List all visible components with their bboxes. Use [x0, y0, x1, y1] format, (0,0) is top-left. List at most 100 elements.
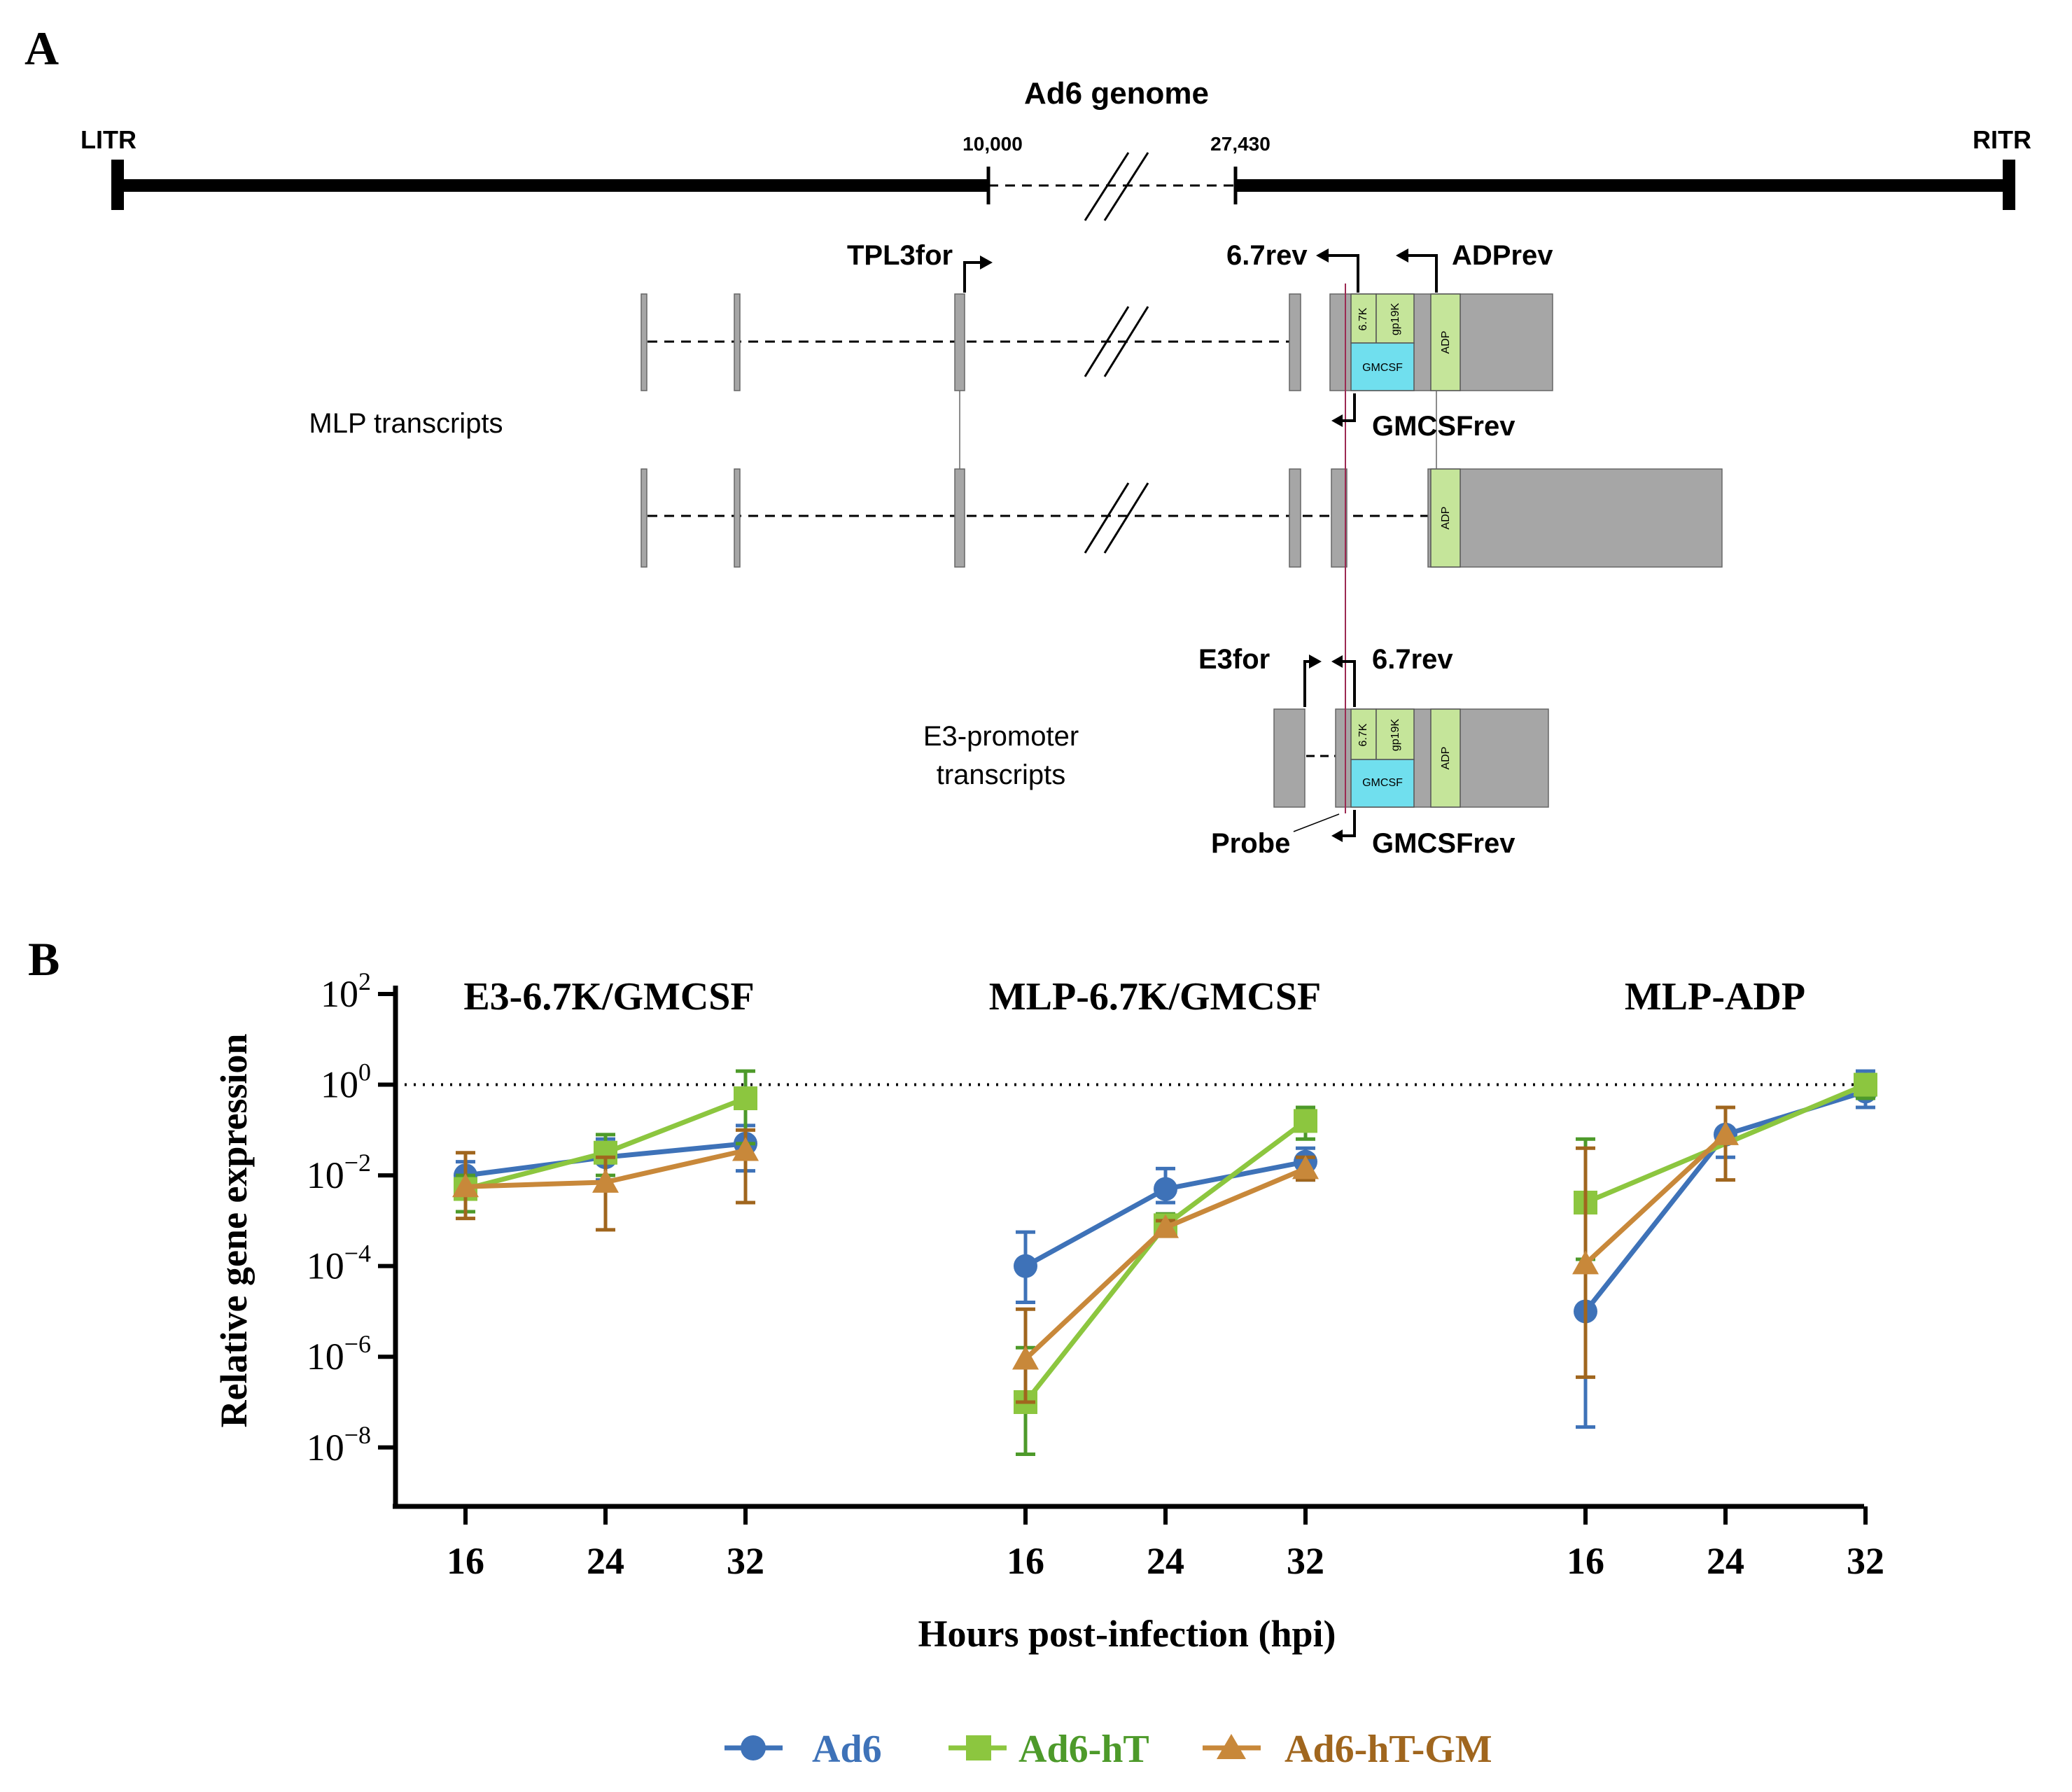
x-tick-label: 16	[1007, 1540, 1044, 1582]
error-bar-ad6-ht-gm-e3-6-7k-gmcsf	[596, 1155, 615, 1232]
e3for-arrow	[1303, 660, 1310, 707]
break-mark	[1084, 482, 1149, 554]
gmcsfrev-arrow-e3	[1343, 810, 1356, 837]
legend-item-ad6-ht: Ad6-hT	[948, 1728, 1149, 1771]
gene-gp19k	[1376, 708, 1415, 760]
x-tick-label: 24	[587, 1540, 624, 1582]
panel-a-label: A	[24, 22, 59, 75]
gmcsfrev-arrow	[1343, 393, 1356, 422]
svg-text:gp19K: gp19K	[1390, 719, 1401, 752]
series-line-ad6-ht-mlp-6-7k-gmcsf	[1023, 1119, 1308, 1404]
tpl3for-arrow	[963, 261, 981, 293]
point-ad6-ht-e3-6-7k-gmcsf-32	[734, 1086, 757, 1110]
probe-leader	[1293, 813, 1340, 832]
e3-transcript: 6.7K gp19K GMCSF ADP	[1273, 708, 1549, 808]
point-ad6-ht-gm-mlp-adp-16	[1572, 1250, 1599, 1275]
svg-text:GMCSF: GMCSF	[1362, 362, 1403, 374]
group-title-mlp-6-7k-gmcsf: MLP-6.7K/GMCSF	[989, 975, 1321, 1018]
x-tick-label: 16	[1567, 1540, 1604, 1582]
legend-item-ad6: Ad6	[724, 1728, 882, 1771]
y-tick-label: 100	[321, 1058, 371, 1106]
gene-adp	[1430, 468, 1461, 568]
group-title-e3-6-7k-gmcsf: E3-6.7K/GMCSF	[463, 975, 754, 1018]
mlp-transcript-1: 6.7K gp19K GMCSF ADP	[640, 293, 1553, 391]
mlp-group-label: MLP transcripts	[309, 408, 503, 439]
litr-label: LITR	[80, 125, 136, 154]
point-ad6-ht-gm-mlp-6-7k-gmcsf-32	[1292, 1155, 1319, 1180]
x-axis-label: Hours post-infection (hpi)	[918, 1613, 1336, 1655]
y-ticks: 102 100 10−2 10−4 10−6 10−8	[307, 967, 396, 1469]
svg-text:ADP: ADP	[1440, 331, 1452, 354]
panel-b-label: B	[28, 932, 59, 986]
y-axis-label: Relative gene expression	[213, 1034, 255, 1428]
y-tick-label: 10−8	[307, 1421, 371, 1469]
x-tick-label: 32	[727, 1540, 764, 1582]
gene-adp	[1430, 708, 1461, 808]
legend-label-ad6-ht: Ad6-hT	[1018, 1728, 1149, 1771]
point-ad6-ht-mlp-6-7k-gmcsf-32	[1294, 1109, 1317, 1133]
rev67-label: 6.7rev	[1226, 240, 1308, 271]
point-ad6-ht-gm-mlp-6-7k-gmcsf-24	[1152, 1214, 1179, 1238]
legend-marker-ad6	[741, 1735, 766, 1760]
legend-item-ad6-ht-gm: Ad6-hT-GM	[1203, 1728, 1492, 1771]
rev67-arrow	[1329, 254, 1359, 293]
legend-label-ad6: Ad6	[812, 1728, 882, 1771]
rev67-arrow-e3	[1343, 660, 1356, 707]
svg-text:GMCSF: GMCSF	[1362, 777, 1403, 789]
y-tick-label: 102	[321, 967, 371, 1015]
panel-a: A Ad6 genome LITR RITR 10,000 27,430	[24, 22, 2031, 859]
rev67-label-e3: 6.7rev	[1372, 644, 1453, 675]
break-mark	[1084, 306, 1149, 377]
group-title-mlp-adp: MLP-ADP	[1625, 975, 1805, 1018]
e3-group-label-2: transcripts	[937, 760, 1066, 790]
x-tick-label: 16	[447, 1540, 484, 1582]
y-tick-label: 10−4	[307, 1240, 371, 1287]
x-tick-label: 24	[1707, 1540, 1744, 1582]
svg-text:6.7K: 6.7K	[1357, 723, 1369, 746]
series-line-ad6-ht-gm-mlp-adp	[1583, 1133, 1728, 1266]
ritr-label: RITR	[1973, 125, 2031, 154]
point-ad6-ht-mlp-adp-32	[1854, 1072, 1877, 1097]
adprev-arrow	[1408, 254, 1438, 293]
point-ad6-ht-gm-e3-6-7k-gmcsf-16	[452, 1173, 479, 1198]
group-titles: E3-6.7K/GMCSF MLP-6.7K/GMCSF MLP-ADP	[463, 975, 1805, 1018]
mlp-transcript-2: ADP	[640, 468, 1723, 568]
svg-text:ADP: ADP	[1440, 747, 1452, 770]
x-tick-label: 24	[1147, 1540, 1184, 1582]
adprev-label: ADPrev	[1452, 240, 1553, 271]
x-tick-label: 32	[1847, 1540, 1884, 1582]
break-mark	[1084, 152, 1149, 221]
legend-marker-ad6-ht	[966, 1735, 991, 1760]
svg-text:ADP: ADP	[1440, 507, 1452, 530]
svg-text:6.7K: 6.7K	[1357, 307, 1369, 330]
gene-67k	[1350, 708, 1377, 760]
legend: Ad6 Ad6-hT Ad6-hT-GM	[724, 1728, 1492, 1771]
point-ad6-ht-gm-e3-6-7k-gmcsf-32	[732, 1137, 759, 1161]
point-ad6-mlp-6-7k-gmcsf-24	[1154, 1177, 1177, 1201]
point-ad6-ht-gm-e3-6-7k-gmcsf-24	[592, 1168, 619, 1193]
e3for-label: E3for	[1198, 644, 1270, 675]
legend-label-ad6-ht-gm: Ad6-hT-GM	[1284, 1728, 1492, 1771]
y-tick-label: 10−6	[307, 1330, 371, 1378]
x-ticks: 16 24 32 16 24 32 16 24 32	[447, 1506, 1884, 1582]
gene-adp	[1430, 293, 1461, 391]
gmcsfrev-label-e3: GMCSFrev	[1372, 828, 1516, 859]
panel-b: B Relative gene expression Hours post-in…	[28, 932, 1884, 1771]
x-tick-label: 32	[1287, 1540, 1324, 1582]
genome-title: Ad6 genome	[1024, 76, 1209, 111]
tpl3for-label: TPL3for	[847, 240, 953, 271]
gene-gmcsf	[1350, 759, 1415, 808]
point-ad6-mlp-6-7k-gmcsf-16	[1014, 1254, 1037, 1278]
legend-marker-ad6-ht-gm	[1217, 1734, 1246, 1759]
svg-text:gp19K: gp19K	[1390, 303, 1401, 336]
probe-label: Probe	[1211, 828, 1290, 859]
pos-left-label: 10,000	[962, 133, 1023, 155]
point-ad6-ht-gm-mlp-adp-24	[1712, 1121, 1739, 1145]
pos-right-label: 27,430	[1210, 133, 1270, 155]
y-tick-label: 10−2	[307, 1149, 371, 1196]
plot-series	[452, 1069, 1877, 1457]
gene-gmcsf	[1350, 342, 1415, 391]
e3-group-label-1: E3-promoter	[923, 721, 1079, 752]
gmcsfrev-label: GMCSFrev	[1372, 411, 1516, 442]
